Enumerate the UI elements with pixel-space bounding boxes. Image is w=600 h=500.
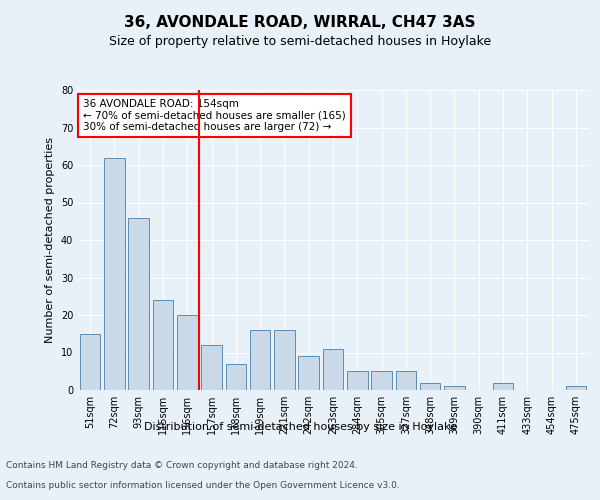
Bar — [201, 345, 222, 390]
Text: Contains HM Land Registry data © Crown copyright and database right 2024.: Contains HM Land Registry data © Crown c… — [6, 461, 358, 470]
Bar — [323, 349, 343, 390]
Bar — [371, 371, 392, 390]
Bar — [226, 364, 246, 390]
Bar — [420, 382, 440, 390]
Bar — [298, 356, 319, 390]
Text: 36 AVONDALE ROAD: 154sqm
← 70% of semi-detached houses are smaller (165)
30% of : 36 AVONDALE ROAD: 154sqm ← 70% of semi-d… — [83, 99, 346, 132]
Bar — [274, 330, 295, 390]
Y-axis label: Number of semi-detached properties: Number of semi-detached properties — [45, 137, 55, 343]
Bar — [152, 300, 173, 390]
Text: Size of property relative to semi-detached houses in Hoylake: Size of property relative to semi-detach… — [109, 35, 491, 48]
Text: Contains public sector information licensed under the Open Government Licence v3: Contains public sector information licen… — [6, 481, 400, 490]
Bar — [128, 218, 149, 390]
Bar — [104, 158, 125, 390]
Bar — [177, 315, 197, 390]
Bar — [395, 371, 416, 390]
Bar — [444, 386, 465, 390]
Bar — [566, 386, 586, 390]
Bar — [493, 382, 514, 390]
Text: Distribution of semi-detached houses by size in Hoylake: Distribution of semi-detached houses by … — [143, 422, 457, 432]
Bar — [347, 371, 368, 390]
Bar — [80, 334, 100, 390]
Bar — [250, 330, 271, 390]
Text: 36, AVONDALE ROAD, WIRRAL, CH47 3AS: 36, AVONDALE ROAD, WIRRAL, CH47 3AS — [124, 15, 476, 30]
